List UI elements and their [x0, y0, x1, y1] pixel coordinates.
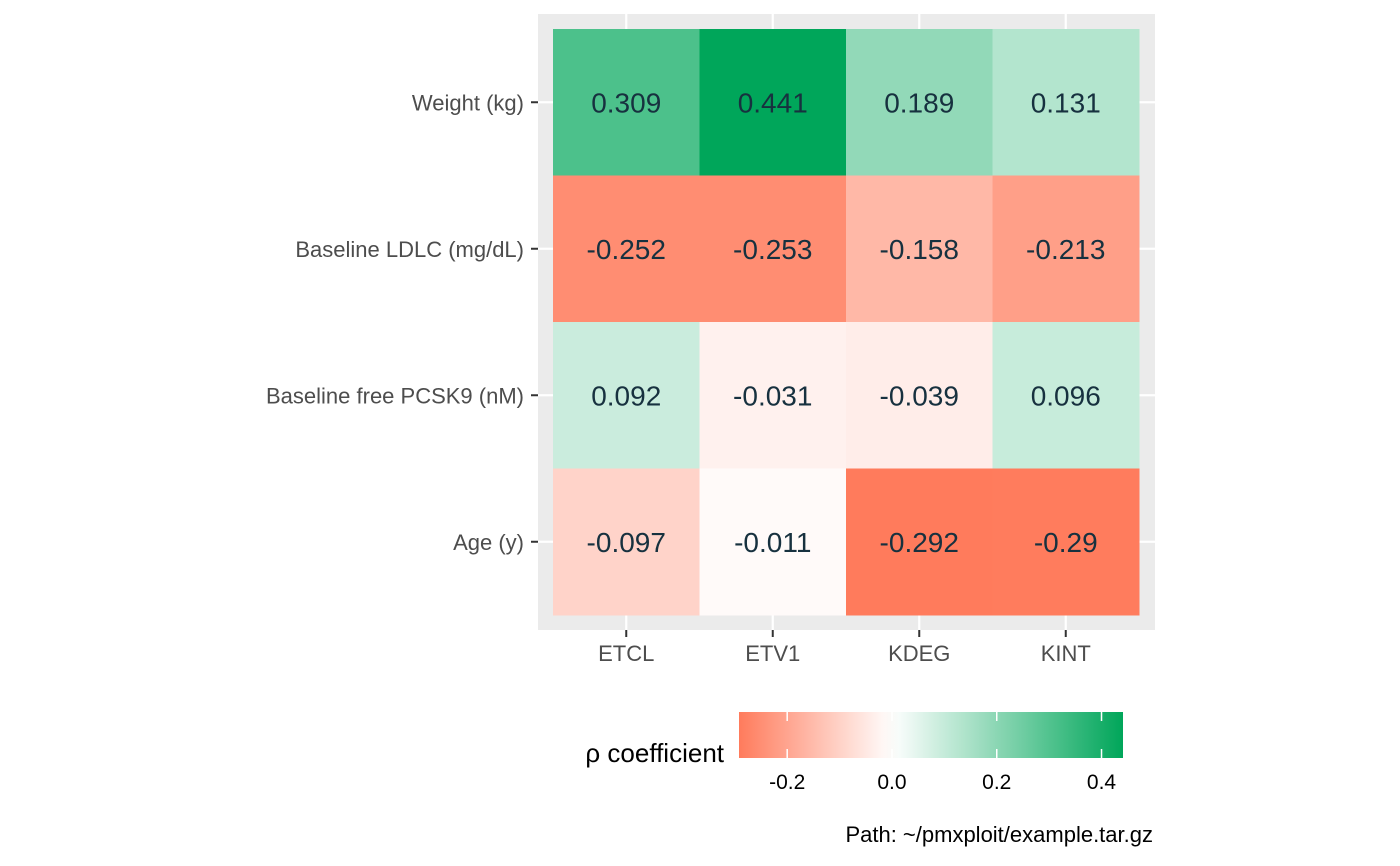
cell-value-label: -0.213	[1026, 234, 1105, 265]
heatmap-cell-etv1-weight-kg	[699, 29, 847, 176]
cell-value-label: 0.189	[884, 87, 954, 118]
cell-value-label: -0.29	[1034, 527, 1098, 558]
y-tick-label: Baseline free PCSK9 (nM)	[266, 383, 524, 408]
x-axis: ETCL ETV1 KDEG KINT	[598, 630, 1091, 666]
heatmap-cell-kint-age-y	[992, 468, 1140, 616]
heatmap-cell-etv1-baseline-free-pcsk9-nm	[699, 322, 847, 469]
heatmap-cell-etcl-age-y	[553, 468, 700, 616]
x-tick-label: ETV1	[745, 641, 800, 666]
heatmap-cell-kint-weight-kg	[992, 29, 1140, 176]
cell-value-label: -0.292	[880, 527, 959, 558]
legend-title: ρ coefficient	[585, 738, 724, 768]
cell-value-label: -0.031	[733, 380, 812, 411]
cell-value-label: 0.441	[738, 87, 808, 118]
heatmap-cell-kdeg-age-y	[846, 468, 993, 616]
cell-value-label: -0.097	[587, 527, 666, 558]
cell-value-label: -0.253	[733, 234, 812, 265]
cell-value-label: 0.309	[591, 87, 661, 118]
caption: Path: ~/pmxploit/example.tar.gz	[845, 822, 1153, 847]
y-axis: Weight (kg) Baseline LDLC (mg/dL) Baseline…	[266, 90, 538, 555]
cell-value-label: -0.039	[880, 380, 959, 411]
legend-tick-label: 0.2	[982, 771, 1011, 794]
x-tick-label: ETCL	[598, 641, 654, 666]
heatmap-cell-etv1-age-y	[699, 468, 847, 616]
cell-value-label: 0.131	[1031, 87, 1101, 118]
y-tick-label: Baseline LDLC (mg/dL)	[295, 237, 524, 262]
legend-tick-label: 0.0	[877, 771, 906, 794]
legend-tick-label: -0.2	[769, 771, 805, 794]
heatmap-cell-etcl-weight-kg	[553, 29, 700, 176]
heatmap-cell-kdeg-baseline-free-pcsk9-nm	[846, 322, 993, 469]
heatmap-cells	[553, 29, 1140, 616]
legend-tick-label: 0.4	[1087, 771, 1117, 794]
cell-value-label: -0.158	[880, 234, 959, 265]
color-legend: ρ coefficient -0.2 0.0 0.2 0.4	[585, 712, 1123, 794]
cell-value-label: 0.096	[1031, 380, 1101, 411]
legend-ticks: -0.2 0.0 0.2 0.4	[769, 712, 1116, 794]
heatmap-cell-etcl-baseline-free-pcsk9-nm	[553, 322, 700, 469]
heatmap-cell-etcl-baseline-ldlc-mg-dl	[553, 175, 700, 323]
cell-value-label: 0.092	[591, 380, 661, 411]
cell-value-label: -0.011	[734, 527, 811, 558]
legend-colorbar	[739, 712, 1123, 758]
x-tick-label: KINT	[1041, 641, 1091, 666]
heatmap-cell-labels: 0.309 0.441 0.189 0.131 -0.252 -0.253 -0.158 -0…	[587, 87, 1106, 558]
cell-value-label: -0.252	[587, 234, 666, 265]
y-tick-label: Age (y)	[453, 530, 524, 555]
heatmap-cell-kint-baseline-ldlc-mg-dl	[992, 175, 1140, 323]
x-tick-label: KDEG	[888, 641, 950, 666]
heatmap-cell-kdeg-weight-kg	[846, 29, 993, 176]
y-tick-label: Weight (kg)	[412, 90, 524, 115]
heatmap-cell-kdeg-baseline-ldlc-mg-dl	[846, 175, 993, 323]
heatmap-cell-kint-baseline-free-pcsk9-nm	[992, 322, 1140, 469]
heatmap-cell-etv1-baseline-ldlc-mg-dl	[699, 175, 847, 323]
